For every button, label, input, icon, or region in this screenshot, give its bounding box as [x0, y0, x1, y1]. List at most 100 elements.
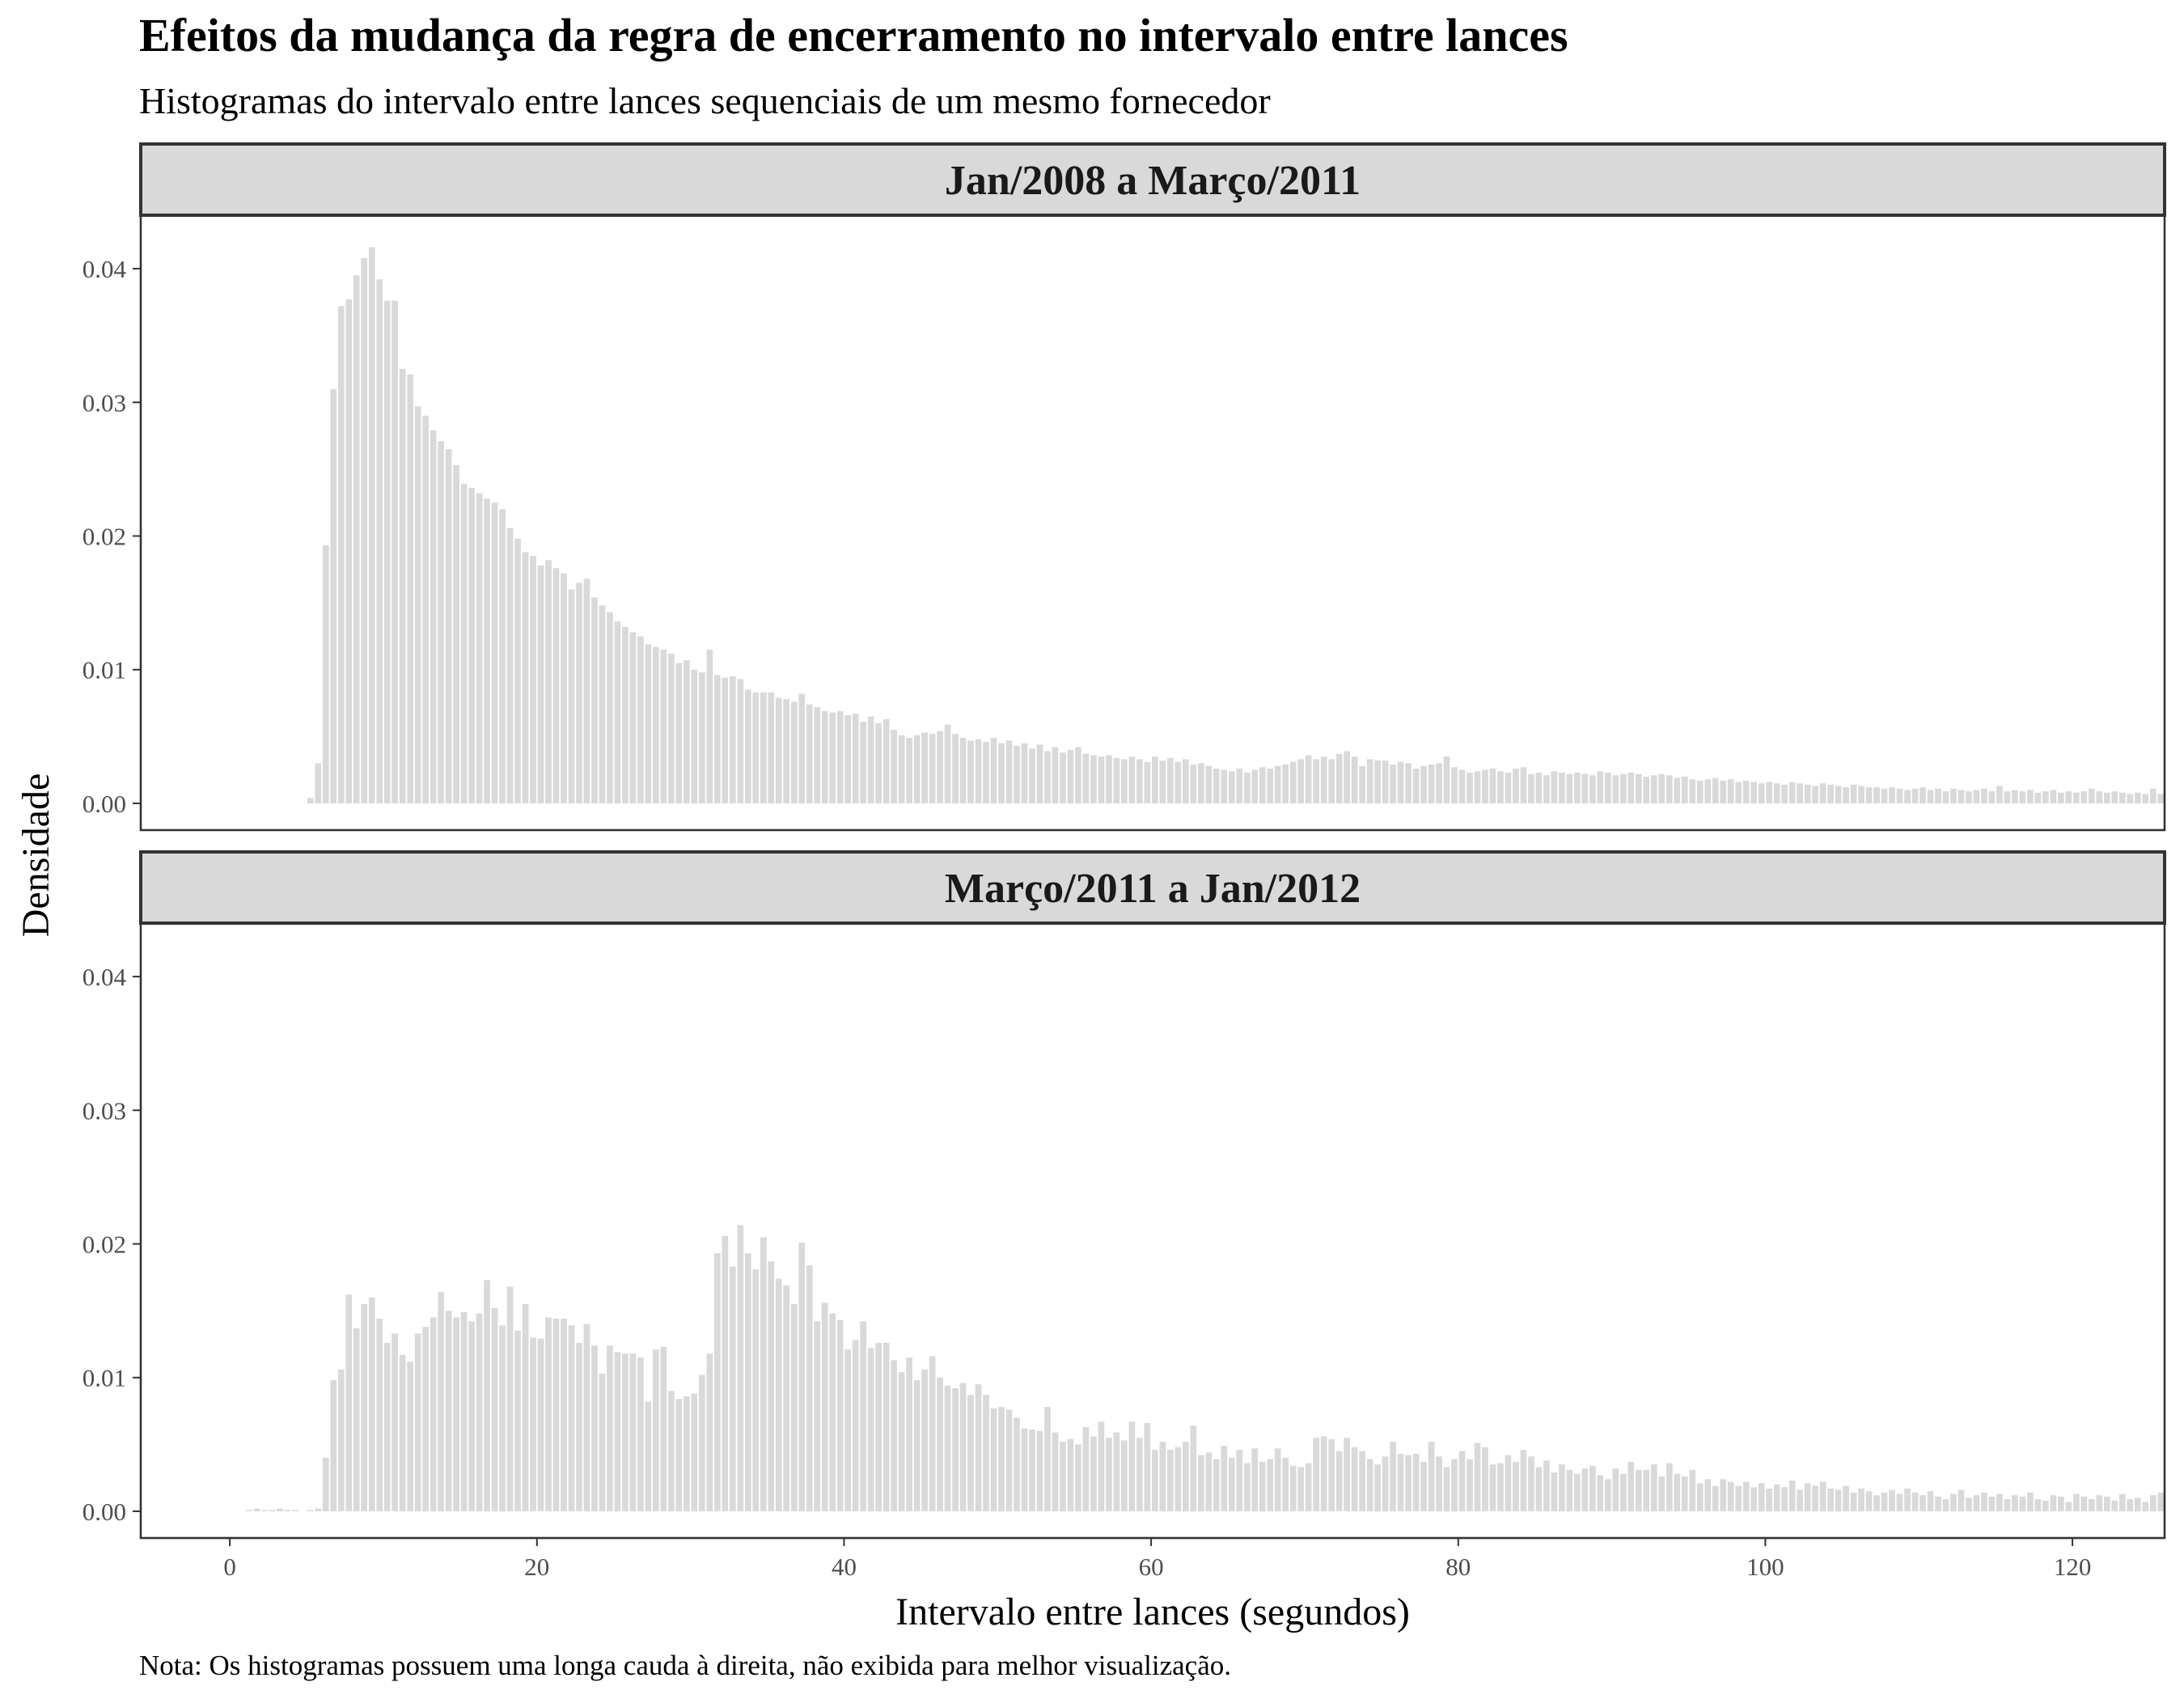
histogram-bar: [1704, 779, 1712, 803]
y-tick-label: 0.01: [83, 1364, 126, 1392]
histogram-bar: [798, 693, 806, 803]
histogram-bar: [1958, 790, 1965, 803]
histogram-bar: [1827, 1488, 1834, 1511]
histogram-bar: [844, 714, 852, 803]
histogram-bar: [1797, 1489, 1803, 1511]
histogram-bar: [1935, 788, 1941, 803]
histogram-bar: [522, 1303, 529, 1511]
histogram-bar: [698, 1375, 705, 1511]
histogram-bar: [506, 1286, 514, 1511]
histogram-bar: [376, 1319, 383, 1511]
histogram-bar: [2050, 1495, 2057, 1511]
histogram-bar: [1274, 765, 1281, 803]
histogram-bar: [368, 247, 375, 803]
histogram-bar: [1420, 1461, 1427, 1511]
histogram-bar: [1436, 763, 1442, 803]
histogram-bar: [1551, 1472, 1558, 1511]
histogram-bar: [1513, 769, 1519, 803]
histogram-bar: [315, 1508, 322, 1511]
histogram-bar: [1574, 772, 1581, 803]
histogram-bar: [1359, 1451, 1365, 1511]
histogram-bar: [1489, 1464, 1496, 1511]
histogram-bar: [1781, 1487, 1788, 1511]
histogram-bar: [622, 1354, 629, 1511]
histogram-bar: [307, 798, 314, 803]
histogram-bar: [836, 1320, 844, 1511]
histogram-bar: [1773, 783, 1780, 803]
histogram-bar: [1973, 1495, 1980, 1511]
histogram-bar: [522, 552, 529, 803]
histogram-bar: [1136, 1438, 1143, 1511]
histogram-bar: [1236, 1449, 1243, 1511]
y-tick-label: 0.04: [83, 963, 127, 991]
histogram-bar: [1996, 786, 2003, 803]
histogram-bar: [783, 1285, 790, 1511]
histogram-bar: [414, 406, 421, 803]
histogram-bar: [729, 676, 736, 803]
histogram-bar: [260, 1510, 268, 1511]
histogram-bar: [1674, 777, 1681, 803]
histogram-bar: [1090, 1436, 1097, 1511]
histogram-bar: [1166, 757, 1174, 803]
histogram-bar: [1344, 751, 1350, 803]
histogram-bar: [1205, 765, 1213, 803]
histogram-bar: [1221, 769, 1228, 803]
facet-strip-label-top: Jan/2008 a Março/2011: [945, 158, 1361, 204]
histogram-bar: [1919, 1495, 1926, 1511]
histogram-bar: [1766, 782, 1773, 803]
histogram-bar: [1904, 1488, 1911, 1511]
histogram-bar: [1351, 1447, 1358, 1511]
histogram-bar: [1060, 752, 1066, 803]
histogram-bar: [1528, 1456, 1534, 1511]
histogram-bar: [1605, 1479, 1611, 1511]
x-tick-label: 20: [524, 1553, 549, 1581]
histogram-bar: [1543, 775, 1550, 803]
histogram-bar: [337, 1369, 345, 1511]
histogram-bar: [1489, 769, 1496, 803]
histogram-bar: [583, 578, 590, 803]
histogram-bar: [983, 1395, 989, 1511]
histogram-bar: [1981, 1492, 1987, 1511]
histogram-bar: [645, 1401, 652, 1511]
histogram-bar: [967, 1395, 974, 1511]
histogram-bar: [921, 1369, 928, 1511]
histogram-bar: [1619, 773, 1627, 803]
histogram-bar: [1505, 1455, 1512, 1511]
histogram-bar: [1328, 759, 1335, 803]
histogram-bar: [583, 1324, 590, 1511]
histogram-bar: [1919, 787, 1926, 803]
histogram-bar: [1014, 1417, 1020, 1511]
histogram-bar: [875, 722, 882, 803]
histogram-bar: [1482, 1447, 1488, 1511]
histogram-bar: [952, 1388, 959, 1511]
histogram-bar: [438, 1292, 444, 1511]
histogram-bar: [1251, 1448, 1259, 1511]
histogram-bar: [882, 1342, 890, 1511]
histogram-bar: [1681, 1477, 1688, 1511]
histogram-bar: [2073, 1494, 2080, 1511]
histogram-bar: [383, 300, 391, 803]
x-tick-label: 60: [1139, 1553, 1164, 1581]
histogram-bar: [1927, 1491, 1934, 1511]
histogram-bar: [1835, 786, 1842, 803]
histogram-bar: [1067, 1438, 1074, 1511]
histogram-bar: [1159, 761, 1166, 803]
histogram-bar: [1482, 769, 1488, 803]
histogram-bar: [1320, 756, 1327, 803]
histogram-bar: [867, 1348, 874, 1511]
histogram-bar: [2149, 1495, 2156, 1511]
histogram-bar: [2042, 791, 2049, 803]
histogram-bar: [1274, 1448, 1281, 1511]
histogram-bar: [1236, 769, 1243, 803]
histogram-bar: [1735, 782, 1742, 803]
histogram-bar: [1873, 1495, 1880, 1511]
histogram-bar: [1313, 759, 1320, 803]
histogram-bar: [1014, 745, 1020, 803]
histogram-bar: [844, 1349, 852, 1511]
histogram-bar: [1597, 1475, 1604, 1511]
histogram-bar: [1359, 765, 1365, 803]
histogram-bar: [744, 689, 751, 803]
histogram-bar: [891, 730, 897, 803]
histogram-bar: [460, 1311, 468, 1511]
